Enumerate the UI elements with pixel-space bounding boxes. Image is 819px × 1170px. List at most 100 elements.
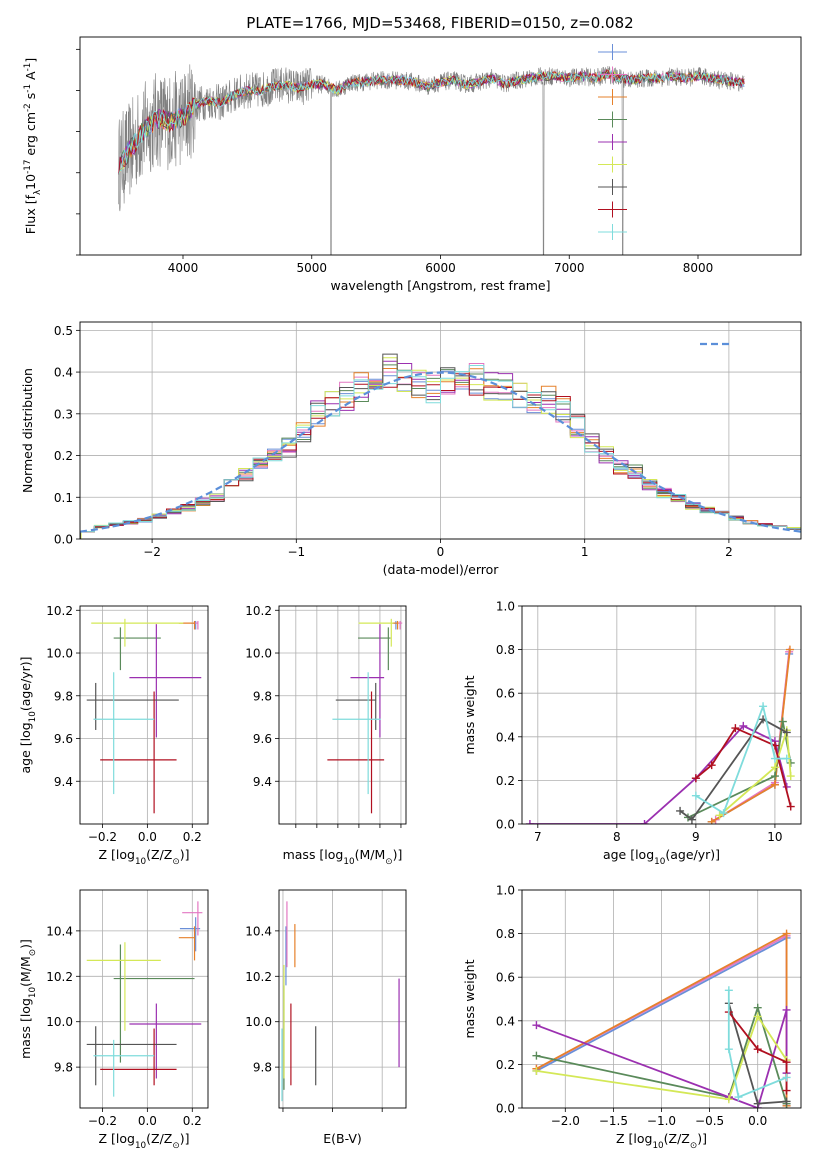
errorbar-kroupa-miles — [178, 926, 196, 961]
plot-area — [80, 353, 801, 539]
hist-step-salpeter-elodie — [80, 360, 801, 539]
errorbar-kroupa-elodie — [91, 618, 184, 647]
x-tick-label: 6000 — [425, 261, 456, 275]
point-marker — [786, 758, 795, 767]
point-marker — [691, 774, 700, 783]
x-axis-label: E(B-V) — [323, 1131, 362, 1146]
x-tick-label: −1.0 — [647, 1114, 676, 1128]
axes-border — [79, 605, 209, 825]
y-axis-label: Normed distribution — [20, 368, 35, 493]
point-marker — [753, 1012, 762, 1021]
y-tick-label: 10.0 — [46, 647, 73, 661]
x-tick-label: 0.0 — [138, 1114, 157, 1128]
plot-area — [86, 901, 203, 1097]
point-marker — [782, 728, 791, 737]
errorbar-chabrier-elodie — [113, 627, 161, 671]
y-tick-label: 0.4 — [54, 366, 73, 380]
y-tick-label: 9.6 — [253, 732, 272, 746]
chart-panels: 4000 5000 6000 7000 8000 wavelength [Angstrom… — [18, 36, 802, 1151]
axes-border — [278, 889, 407, 1109]
y-tick-label: 0.0 — [54, 533, 73, 547]
x-tick-label: 2 — [725, 545, 733, 559]
gridlines — [80, 606, 208, 824]
point-marker — [782, 929, 791, 938]
x-tick-label: 0.0 — [138, 830, 157, 844]
y-tick-label: 0.5 — [54, 324, 73, 338]
point-marker — [724, 986, 733, 995]
legend — [598, 44, 627, 240]
y-tick-label: 0.2 — [54, 449, 73, 463]
x-tick-label: −2.0 — [551, 1114, 580, 1128]
axes-frame: 4000 5000 6000 7000 8000 wavelength [Angstrom… — [23, 36, 802, 293]
point-marker — [691, 791, 700, 800]
point-marker — [687, 815, 696, 824]
point-marker — [532, 1066, 541, 1075]
y-tick-label: 10.4 — [46, 924, 73, 938]
axes-border — [278, 605, 407, 825]
x-tick-label: −0.5 — [695, 1114, 724, 1128]
y-axis-label: age [log10(age/yr)] — [18, 656, 38, 773]
point-marker — [753, 1045, 762, 1054]
y-tick-label: 9.6 — [54, 732, 73, 746]
point-marker — [786, 802, 795, 811]
axes-frame: 9.4 9.6 9.8 10.0 10.2 mass [log10(M/M⊙)] — [245, 604, 407, 867]
y-tick-label: 1.0 — [496, 884, 515, 898]
x-tick-label: 4000 — [168, 261, 199, 275]
x-axis-label: Z [log10(Z/Z⊙)] — [98, 1131, 189, 1151]
errorbar-chabrier-elodie — [113, 944, 195, 1063]
panel-age-vs-mass: 9.4 9.6 9.8 10.0 10.2 mass [log10(M/M⊙)] — [245, 604, 407, 867]
axes-frame: −0.2 0.0 0.2 9.8 10.0 10.2 10.4 Z [log10(Z/Z⊙)]… — [18, 889, 209, 1151]
y-tick-label: 9.8 — [253, 689, 272, 703]
panel-residuals: −2 −1 0 1 2 0.0 0.1 0.2 0.3 0.4 0.5 (data-model)/er… — [20, 321, 802, 577]
point-marker — [785, 645, 794, 654]
axes-border — [521, 605, 802, 825]
axes-frame: 7 8 9 10 0.0 0.2 0.4 0.6 0.8 1.0 age [log10(age/yr… — [462, 600, 802, 867]
series-line — [719, 730, 792, 816]
series-line — [536, 1014, 788, 1101]
x-tick-label: −2 — [143, 545, 161, 559]
errorbar-kroupa-elodie — [358, 618, 394, 647]
point-marker — [770, 780, 779, 789]
point-marker — [731, 724, 740, 733]
plot-area — [532, 929, 791, 1108]
y-tick-label: 0.4 — [496, 730, 515, 744]
panel-mass-weight-vs-Z: −2.0 −1.5 −1.0 −0.5 0.0 0.0 0.2 0.4 0.6 0.8 1.0 Z [… — [462, 884, 802, 1151]
point-marker — [782, 1005, 791, 1014]
point-marker — [770, 772, 779, 781]
point-marker — [525, 820, 534, 824]
errorbar-kroupa-stelib — [93, 1039, 155, 1097]
y-tick-label: 10.2 — [245, 970, 272, 984]
series-salpeter-stelib — [691, 724, 795, 811]
point-marker — [739, 721, 748, 730]
plot-area — [118, 64, 745, 255]
y-tick-label: 10.2 — [245, 604, 272, 618]
point-marker — [724, 1045, 733, 1054]
y-axis-label: mass weight — [462, 959, 477, 1038]
x-tick-label: 9 — [692, 830, 700, 844]
x-tick-label: 8000 — [683, 261, 714, 275]
x-tick-label: 10 — [767, 830, 782, 844]
y-tick-label: 9.8 — [253, 1061, 272, 1075]
point-marker — [782, 1086, 791, 1095]
gridlines — [279, 606, 406, 824]
point-marker — [778, 717, 787, 726]
point-marker — [734, 1093, 743, 1102]
y-tick-label: 9.4 — [54, 775, 73, 789]
point-marker — [759, 702, 768, 711]
x-tick-label: 0 — [437, 545, 445, 559]
axes-frame: −2.0 −1.5 −1.0 −0.5 0.0 0.0 0.2 0.4 0.6 0.8 1.0 Z [… — [462, 884, 802, 1151]
errorbar-salpeter-miles — [182, 901, 203, 936]
y-tick-label: 0.0 — [496, 818, 515, 832]
axes-border — [79, 889, 209, 1109]
errorbar-kroupa-stelib — [332, 672, 381, 795]
errorbar-salpeter-miles — [398, 620, 403, 630]
x-tick-label: −1 — [287, 545, 305, 559]
errorbar-salpeter-elodie — [129, 624, 202, 738]
x-tick-label: 5000 — [296, 261, 327, 275]
point-marker — [640, 820, 649, 824]
point-marker — [532, 1021, 541, 1030]
figure-title: PLATE=1766, MJD=53468, FIBERID=0150, z=0… — [246, 14, 633, 32]
y-tick-label: 0.8 — [496, 643, 515, 657]
errorbar-chabrier-miles — [179, 917, 201, 952]
